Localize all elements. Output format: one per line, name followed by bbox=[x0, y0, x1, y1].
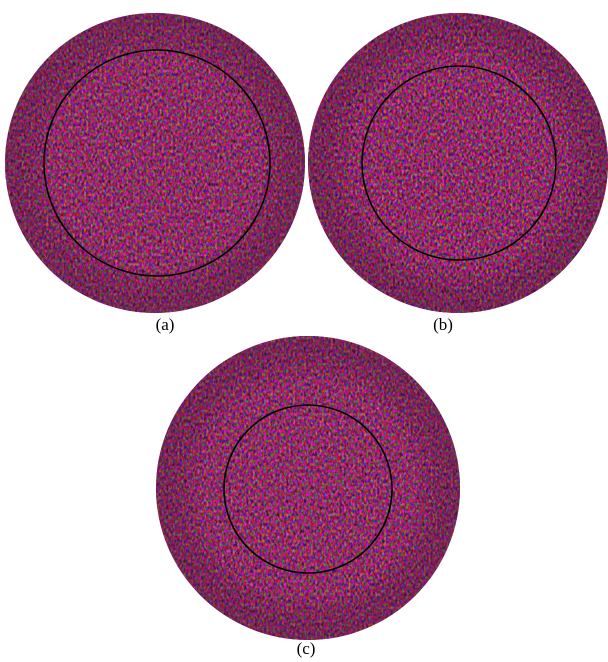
panel-label: (b) bbox=[433, 315, 453, 334]
map-edge bbox=[308, 13, 608, 313]
panel-c: (c) bbox=[156, 336, 460, 658]
panel-label: (c) bbox=[297, 639, 316, 658]
figure: (a) (b) (c) bbox=[0, 0, 608, 662]
panel-a: (a) bbox=[5, 13, 305, 334]
panel-b: (b) bbox=[308, 13, 608, 334]
map-edge bbox=[5, 13, 305, 313]
map-edge bbox=[156, 336, 460, 640]
panel-label: (a) bbox=[156, 315, 175, 334]
